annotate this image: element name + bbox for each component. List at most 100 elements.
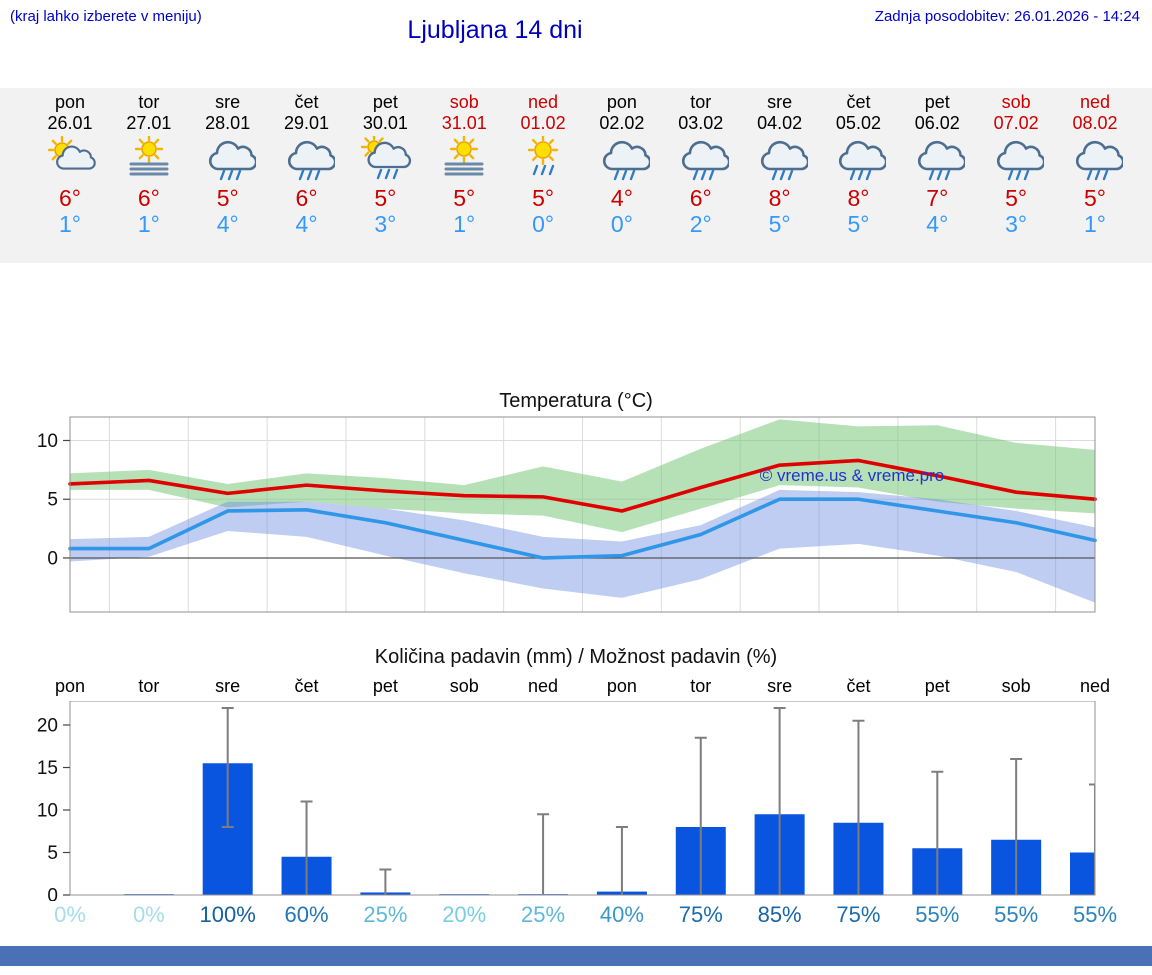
- day-date: 27.01: [126, 113, 172, 133]
- day-name: čet: [846, 92, 871, 112]
- forecast-day-05.02: čet 05.02 8° 5°: [819, 92, 897, 237]
- sun-rain-icon: [504, 134, 582, 184]
- precip-probability: 55%: [1072, 902, 1118, 927]
- svg-text:10: 10: [37, 801, 58, 822]
- precip-day-label: tor: [138, 676, 160, 696]
- day-name: ned: [528, 92, 559, 112]
- cloud-rain-icon: [898, 136, 976, 184]
- precip-probability: 0%: [54, 902, 86, 927]
- day-max-temp: 6°: [59, 185, 81, 211]
- precip-day-label: čet: [846, 676, 871, 696]
- precip-day-label: pon: [606, 676, 637, 696]
- last-update-timestamp: Zadnja posodobitev: 26.01.2026 - 14:24: [874, 8, 1140, 25]
- precip-probability: 55%: [915, 902, 960, 927]
- day-date: 31.01: [441, 113, 487, 133]
- day-min-temp: 1°: [453, 211, 476, 237]
- forecast-day-01.02: ned 01.02 5° 0°: [504, 92, 582, 237]
- day-min-temp: 4°: [216, 211, 239, 237]
- precip-probability: 75%: [836, 902, 881, 927]
- precip-probability: 100%: [199, 902, 256, 927]
- cloud-rain-icon: [583, 136, 661, 184]
- day-date: 04.02: [757, 113, 803, 133]
- precip-probability: 55%: [994, 902, 1039, 927]
- day-max-temp: 4°: [610, 185, 633, 211]
- svg-text:5: 5: [47, 490, 58, 511]
- precipitation-chart: 0 5 10 15 20: [37, 701, 1096, 902]
- day-date: 08.02: [1072, 113, 1118, 133]
- page-title: Ljubljana 14 dni: [407, 16, 583, 44]
- precipitation-day-labels: pon tor sre čet pet sob ned pon tor sre čet pet sob n…: [0, 676, 1152, 698]
- precip-day-label: čet: [294, 676, 319, 696]
- svg-text:0: 0: [47, 548, 58, 569]
- precip-day-label: sre: [767, 676, 793, 696]
- day-max-temp: 8°: [847, 185, 870, 211]
- day-min-temp: 4°: [926, 211, 949, 237]
- day-max-temp: 5°: [1084, 185, 1106, 211]
- forecast-day-06.02: pet 06.02 7° 4°: [898, 92, 976, 237]
- precip-day-label: sob: [449, 676, 479, 696]
- precip-probability: 75%: [678, 902, 723, 927]
- forecast-day-02.02: pon 02.02 4° 0°: [583, 92, 661, 237]
- svg-text:5: 5: [47, 843, 58, 864]
- precip-day-label: sob: [1001, 676, 1031, 696]
- day-min-temp: 1°: [137, 211, 160, 237]
- day-min-temp: 3°: [374, 211, 397, 237]
- precip-probability: 60%: [284, 902, 329, 927]
- watermark-link[interactable]: © vreme.us & vreme.pro: [760, 466, 944, 485]
- cloud-rain-icon: [977, 136, 1055, 184]
- sun-cloud-rain-icon: [346, 133, 424, 184]
- day-date: 01.02: [520, 113, 566, 133]
- day-date: 02.02: [599, 113, 645, 133]
- day-max-temp: 6°: [295, 185, 318, 211]
- day-date: 05.02: [835, 113, 881, 133]
- cloud-rain-icon: [1056, 136, 1134, 184]
- precip-day-label: tor: [690, 676, 712, 696]
- forecast-day-07.02: sob 07.02 5° 3°: [977, 92, 1055, 237]
- forecast-day-29.01: čet 29.01 6° 4°: [268, 92, 346, 237]
- day-max-temp: 5°: [374, 185, 397, 211]
- day-date: 30.01: [362, 113, 408, 133]
- precip-probability: 25%: [363, 902, 408, 927]
- precip-day-label: pon: [54, 676, 86, 696]
- day-name: pon: [606, 92, 637, 112]
- forecast-strip: pon 26.01 6° 1° tor 27.01 6° 1° sre 28.01 5° 4° čet 2…: [0, 88, 1152, 263]
- precip-probability: 40%: [599, 902, 644, 927]
- temperature-chart-title: Temperatura (°C): [499, 390, 653, 412]
- sun-fog-icon: [425, 134, 503, 184]
- day-name: tor: [690, 92, 712, 112]
- day-min-temp: 3°: [1005, 211, 1028, 237]
- day-name: pet: [924, 92, 950, 112]
- svg-text:15: 15: [37, 758, 58, 779]
- day-max-temp: 7°: [926, 185, 949, 211]
- svg-text:20: 20: [37, 716, 58, 737]
- cloud-rain-icon: [741, 136, 819, 184]
- day-min-temp: 4°: [295, 211, 318, 237]
- svg-text:10: 10: [37, 431, 58, 452]
- day-max-temp: 5°: [532, 185, 555, 211]
- day-name: čet: [294, 92, 319, 112]
- forecast-day-27.01: tor 27.01 6° 1°: [110, 92, 188, 237]
- day-name: sre: [767, 92, 793, 112]
- day-max-temp: 5°: [1005, 185, 1028, 211]
- forecast-day-31.01: sob 31.01 5° 1°: [425, 92, 503, 237]
- day-date: 06.02: [914, 113, 960, 133]
- precip-probability: 85%: [757, 902, 802, 927]
- day-date: 07.02: [993, 113, 1039, 133]
- sun-cloud-icon: [31, 135, 109, 184]
- day-date: 03.02: [678, 113, 724, 133]
- cloud-rain-icon: [189, 136, 267, 184]
- cloud-rain-icon: [662, 136, 740, 184]
- day-name: sre: [215, 92, 241, 112]
- day-max-temp: 5°: [453, 185, 476, 211]
- day-min-temp: 5°: [847, 211, 870, 237]
- precip-day-label: pet: [372, 676, 398, 696]
- day-name: pet: [372, 92, 398, 112]
- day-date: 28.01: [205, 113, 251, 133]
- precip-probability: 20%: [442, 902, 487, 927]
- forecast-day-04.02: sre 04.02 8° 5°: [741, 92, 819, 237]
- day-min-temp: 0°: [610, 211, 633, 237]
- svg-text:0: 0: [47, 886, 58, 902]
- day-min-temp: 5°: [768, 211, 791, 237]
- precipitation-probability-row: 0% 0% 100% 60% 25% 20% 25% 40% 75% 85% 75% 55% 55% 55…: [0, 902, 1152, 932]
